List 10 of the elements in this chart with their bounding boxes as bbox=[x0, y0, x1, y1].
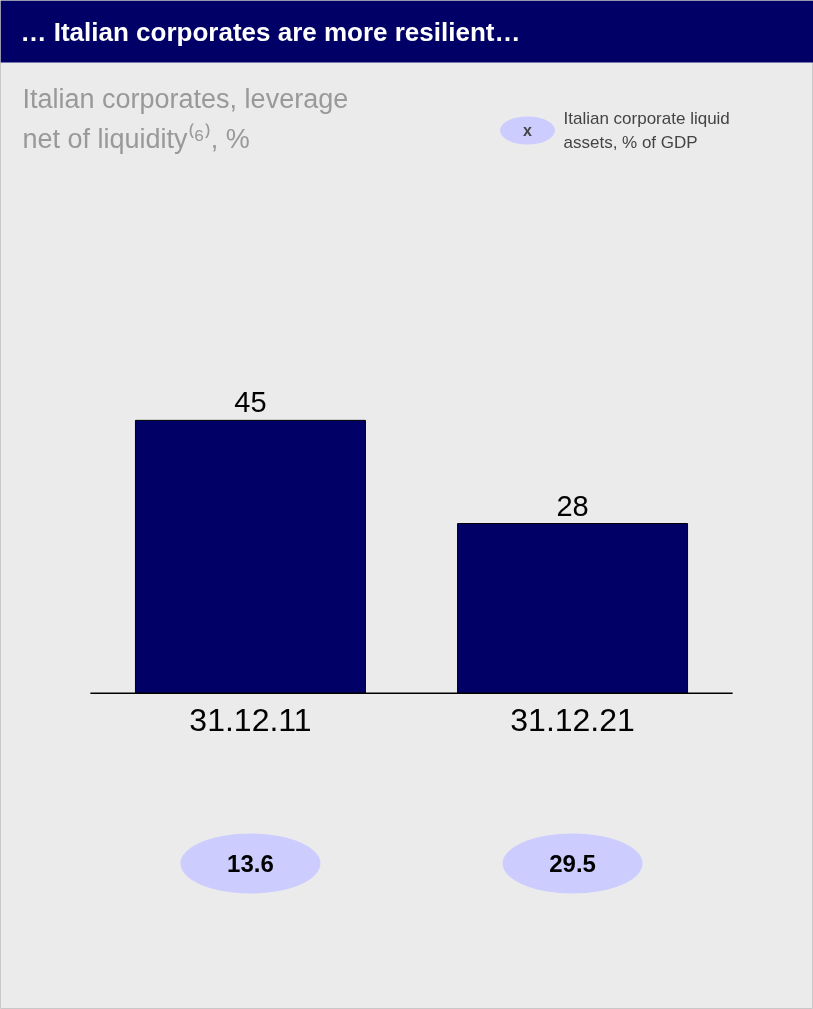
chart-title: … Italian corporates are more resilient… bbox=[20, 16, 521, 47]
text: Italian corporate liquid assets, % of GDP bbox=[563, 109, 730, 152]
x-tick-label: 31.12.21 bbox=[510, 702, 635, 739]
text: 13.6 bbox=[227, 850, 274, 877]
text: 29.5 bbox=[549, 850, 596, 877]
chart-subtitle: Italian corporates, leverage net of liquidity⁽⁶⁾, % bbox=[22, 83, 349, 154]
x-tick-label: 31.12.11 bbox=[189, 702, 312, 739]
data-label: 45 bbox=[234, 386, 267, 419]
data-label: 28 bbox=[556, 489, 589, 522]
text: x bbox=[523, 122, 533, 139]
